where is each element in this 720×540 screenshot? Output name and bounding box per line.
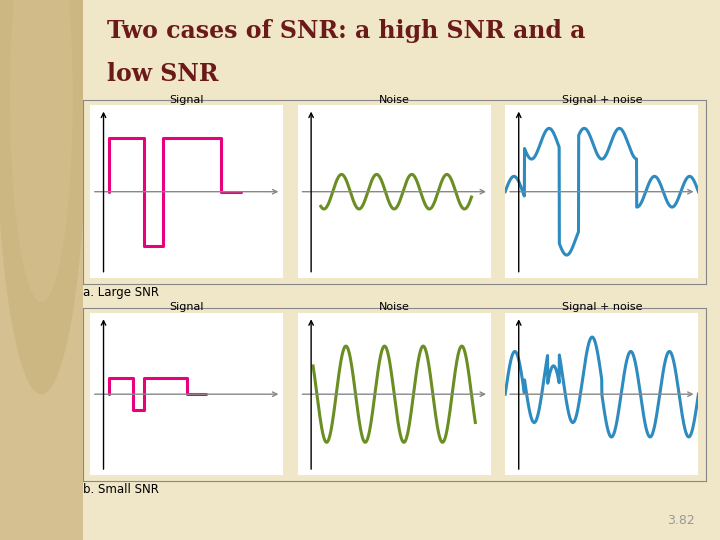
- Circle shape: [10, 0, 73, 302]
- Text: a. Large SNR: a. Large SNR: [83, 286, 159, 299]
- Text: 3.82: 3.82: [667, 514, 695, 526]
- Title: Noise: Noise: [379, 302, 410, 313]
- Title: Signal + noise: Signal + noise: [562, 94, 642, 105]
- Title: Noise: Noise: [379, 94, 410, 105]
- Text: b. Small SNR: b. Small SNR: [83, 483, 158, 496]
- Text: Two cases of SNR: a high SNR and a: Two cases of SNR: a high SNR and a: [107, 19, 585, 43]
- Text: low SNR: low SNR: [107, 62, 218, 86]
- Title: Signal + noise: Signal + noise: [562, 302, 642, 313]
- Title: Signal: Signal: [169, 94, 204, 105]
- Title: Signal: Signal: [169, 302, 204, 313]
- Circle shape: [0, 0, 87, 394]
